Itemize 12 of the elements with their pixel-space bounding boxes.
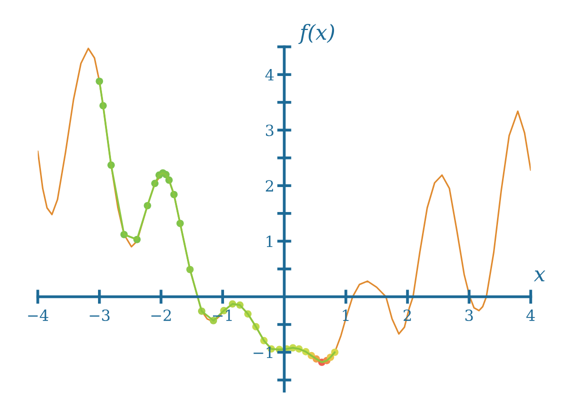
x-tick-label: −3 [90, 309, 110, 322]
x-tick-label: −2 [151, 309, 171, 321]
y-axis-title: f(x) [298, 24, 334, 44]
y-tick-label: 4 [265, 69, 274, 80]
x-tick-label: 4 [526, 309, 535, 321]
y-tick-label: 1 [266, 236, 272, 247]
y-tick-label: 2 [266, 180, 274, 192]
x-tick-label: −4 [28, 309, 48, 321]
x-axis-title: x [534, 270, 546, 282]
y-tick-label: 3 [266, 124, 274, 136]
y-tick-label: −1 [254, 346, 272, 358]
x-tick-label: 3 [465, 309, 473, 322]
